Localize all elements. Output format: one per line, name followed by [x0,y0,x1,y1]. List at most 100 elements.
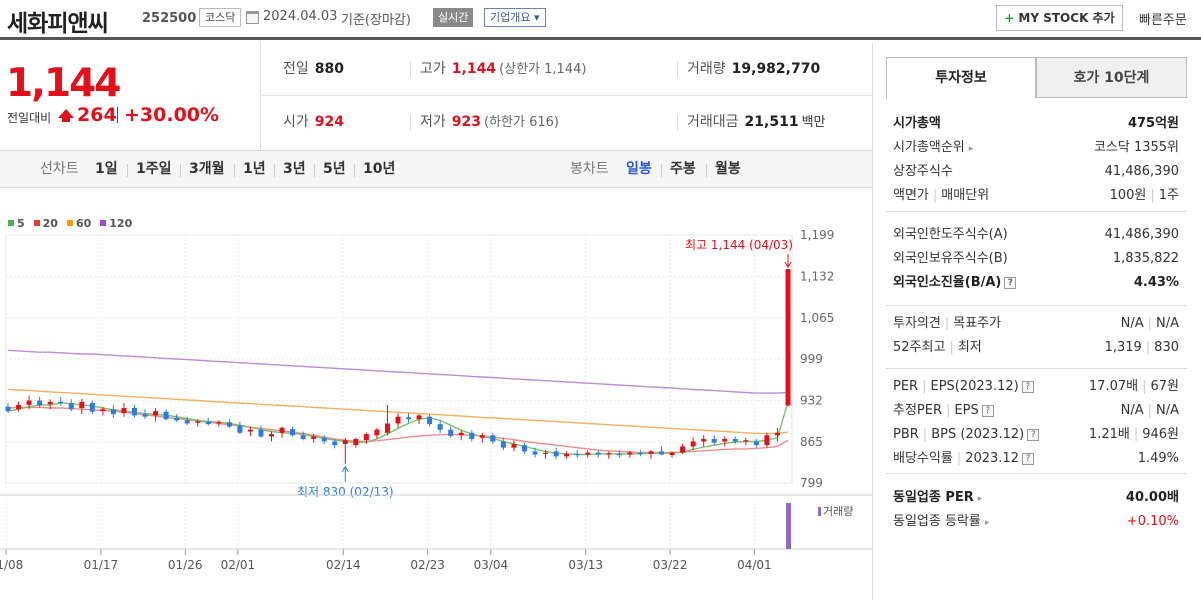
period-3y[interactable]: 3년 [283,161,306,177]
separator: | [1150,188,1155,203]
y-tick-label: 999 [800,352,823,366]
panel-divider [872,43,873,600]
open-value: 924 [314,114,344,130]
x-tick-label: 03/22 [653,558,688,572]
y-tick-label: 865 [800,435,823,449]
market-cap-rank-row[interactable]: 시가총액순위 ▸ 코스닥 1355위 [886,136,1187,160]
change-divider [117,107,118,123]
help-icon[interactable]: ? [1004,277,1017,289]
high-price: 고가 1,144 (상한가 1,144) [420,43,586,96]
par-unit-row: 액면가 | 매매단위 100원 | 1주 [886,184,1187,208]
pbr-bps-label: PBR | BPS (2023.12)? [893,423,1040,447]
ma-line-m5 [7,401,789,456]
current-price: 1,144 [6,61,121,106]
candle-body [753,441,759,446]
52week-row: 52주최고 | 최저 1,319 | 830 [886,336,1187,360]
stock-header: 세화피앤씨 252500 코스닥 2024.04.03 기준(장마감) 실시간 … [0,0,1201,40]
pbr-label: PBR [893,427,919,442]
chart-canvas: 1,199 1,132 1,065 999 932 865 799 01/08 01/17 01/… [0,228,872,572]
info-group-valuation: PER | EPS(2023.12)? 17.07배 | 67원 추정PER | EPS? N/… [886,374,1187,474]
candle-body [279,427,285,433]
foreign-hold-value: 1,835,822 [1112,251,1179,266]
quick-order-link[interactable]: 빠른주문 [1139,13,1187,28]
high-annotation: 최고 1,144 (04/03) [685,238,793,252]
volume-bar [786,503,791,549]
pbr-bps-value: 1.21배 | 946원 [1089,423,1179,447]
candle-daily[interactable]: 일봉 [626,161,652,177]
separator: | [1147,403,1152,418]
candle-body [5,406,11,412]
help-icon[interactable]: ? [1021,381,1034,393]
period-1d[interactable]: 1일 [95,161,118,177]
candle-body [774,432,780,436]
candle-body [553,451,559,457]
volume-label: 거래량 [687,61,726,77]
x-tick-label: 03/04 [474,558,509,572]
candle-body [153,411,159,416]
amount-label: 거래대금 [687,114,739,130]
candle-body [479,435,485,438]
period-5y[interactable]: 5년 [323,161,346,177]
price-chart[interactable]: 5 20 60 120 1,199 1,132 1,065 999 932 865 799 01/0… [0,189,872,600]
stock-name: 세화피앤씨 [7,11,109,37]
realtime-button[interactable]: 실시간 [433,8,474,27]
candle-body [543,452,549,454]
candle-body [26,400,32,405]
help-icon[interactable]: ? [1027,429,1040,441]
x-tick-label: 01/17 [84,558,119,572]
separator: | [932,188,938,203]
candle-weekly[interactable]: 주봉 [670,161,696,177]
ma-legend-swatch [8,220,14,226]
candle-body [247,429,253,432]
candle-body [616,453,622,456]
sector-per-row[interactable]: 동일업종 PER ▸ 40.00배 [886,486,1187,510]
ma-legend-label: 20 [42,217,58,230]
candle-body [332,441,338,446]
up-arrow-icon-base [62,118,70,122]
separator: | [946,403,951,418]
ma-legend-item: 5 [8,217,25,230]
sector-rate-row[interactable]: 동일업종 등락률 ▸ +0.10% [886,510,1187,534]
investment-info-panel: 투자정보 호가 10단계 시가총액 475억원 시가총액순위 ▸ 코스닥 1355위 … [886,57,1187,600]
per-eps-label: PER | EPS(2023.12)? [893,375,1034,399]
help-icon[interactable]: ? [1021,453,1034,465]
tab-investment-info[interactable]: 투자정보 [886,57,1036,98]
period-10y[interactable]: 10년 [363,161,396,177]
dividend-row: 배당수익률 | 2023.12? 1.49% [886,447,1187,471]
y-tick-label: 1,132 [800,270,834,284]
add-my-stock-button[interactable]: + MY STOCK 추가 [996,5,1123,31]
candle-body [68,403,74,410]
sector-per-label-wrap: 동일업종 PER ▸ [893,486,982,511]
low52-label: 최저 [957,340,982,355]
x-tick-label: 02/01 [221,558,256,572]
candle-monthly[interactable]: 월봉 [715,161,741,177]
period-1w[interactable]: 1주일 [136,161,172,177]
y-tick-label: 932 [800,394,823,408]
high-value: 1,144 [451,61,497,77]
eper-label-wrap: 추정PER | EPS? [893,399,994,423]
par-value: 100원 [1109,188,1147,203]
target-value: N/A [1156,316,1179,331]
period-1y[interactable]: 1년 [243,161,266,177]
sector-rate-label-wrap: 동일업종 등락률 ▸ [893,510,989,535]
tab-order-book[interactable]: 호가 10단계 [1036,57,1187,98]
period-3m[interactable]: 3개월 [189,161,225,177]
foreign-ratio-label: 외국인소진율(B/A) [893,275,1002,290]
separator: | [922,379,927,394]
candle-body [353,438,359,446]
candle-body [216,422,222,424]
candle-body [606,453,612,455]
prev-close-label: 전일 [283,61,309,77]
dividend-value: 1.49% [1137,451,1179,466]
y-tick-label: 1,065 [800,311,834,325]
candle-body [342,440,348,444]
company-overview-dropdown[interactable]: 기업개요 ▾ [484,8,546,27]
per-eps-value: 17.07배 | 67원 [1089,375,1179,399]
candle-body [384,423,390,433]
low-arrow-icon [341,465,349,473]
ma-legend-label: 5 [17,217,25,230]
help-icon[interactable]: ? [981,405,994,417]
market-cap-row: 시가총액 475억원 [886,112,1187,136]
candle-body [89,403,95,412]
trade-amount: 거래대금 21,511 백만 [687,96,825,149]
